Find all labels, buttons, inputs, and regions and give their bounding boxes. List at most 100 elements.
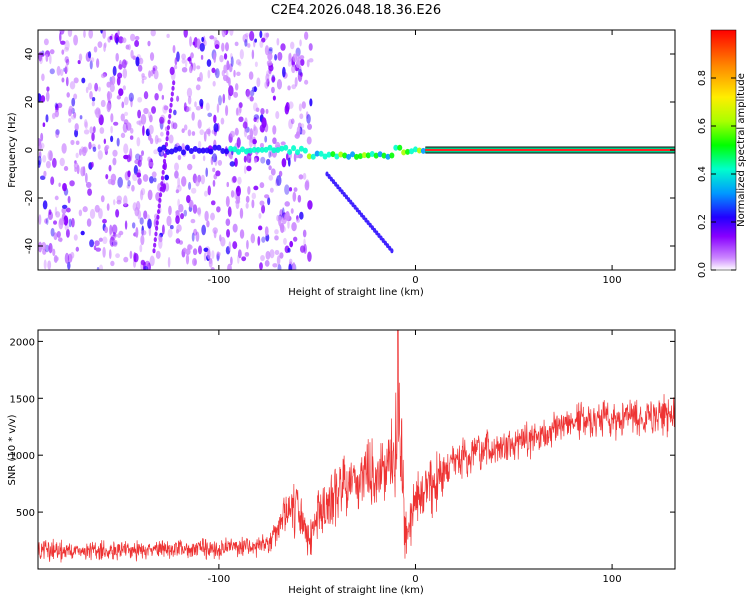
spectrogram-speckle bbox=[181, 143, 185, 151]
spectrogram-speckle bbox=[161, 94, 165, 100]
spectrogram-speckle bbox=[200, 174, 205, 185]
spectrogram-speckle bbox=[111, 224, 118, 235]
spectrogram-carrier-bead bbox=[361, 152, 367, 159]
spectrogram-speckle bbox=[264, 81, 269, 89]
spectrogram-speckle bbox=[192, 41, 196, 46]
spectrogram-speckle bbox=[45, 160, 51, 169]
spectrogram-speckle bbox=[245, 88, 251, 97]
spectrogram-carrier-bead bbox=[350, 151, 356, 158]
spectrogram-speckle bbox=[50, 176, 55, 186]
spectrogram-speckle bbox=[189, 199, 194, 208]
spectrogram-speckle bbox=[181, 128, 185, 134]
spectrogram-speckle bbox=[277, 264, 282, 270]
spectrogram-speckle bbox=[190, 52, 194, 59]
spectrogram-speckle bbox=[192, 248, 198, 256]
spectrogram-speckle bbox=[201, 36, 205, 42]
spectrogram-speckle bbox=[268, 174, 274, 181]
spectrogram-speckle bbox=[74, 166, 77, 172]
spectrogram-speckle bbox=[153, 149, 158, 155]
spectrogram-speckle bbox=[129, 250, 133, 259]
spectrogram-speckle bbox=[96, 58, 100, 69]
spectrogram-speckle bbox=[226, 181, 230, 188]
spectrogram-speckle bbox=[271, 76, 276, 83]
spectrogram-speckle bbox=[139, 189, 144, 201]
spectrogram-speckle bbox=[167, 256, 171, 268]
spectrogram-speckle bbox=[154, 92, 159, 101]
spectrogram-speckle bbox=[102, 236, 108, 245]
spectrogram-carrier-bead bbox=[397, 144, 403, 151]
spectrogram-speckle bbox=[191, 111, 195, 121]
colorbar-tick-label: 0.6 bbox=[697, 118, 708, 134]
spectrogram-speckle bbox=[116, 233, 122, 239]
spectrogram-speckle bbox=[228, 63, 233, 73]
spectrogram-speckle bbox=[160, 131, 164, 137]
spectrogram-speckle bbox=[158, 116, 165, 124]
snr-xlabel: Height of straight line (km) bbox=[288, 585, 424, 596]
spectrogram-speckle bbox=[109, 224, 113, 236]
spectrogram-speckle bbox=[216, 103, 220, 114]
spectrogram-carrier-bead bbox=[157, 146, 163, 153]
spectrogram-speckle bbox=[292, 191, 297, 202]
spectrogram-speckle bbox=[123, 96, 129, 106]
spectrogram-speckle bbox=[148, 70, 152, 79]
spectrogram-speckle bbox=[143, 266, 149, 270]
spectrogram-speckle bbox=[110, 135, 114, 143]
spectrogram-speckle bbox=[187, 57, 192, 62]
spectrogram-speckle bbox=[86, 218, 92, 227]
spectrogram-speckle bbox=[293, 236, 298, 242]
spectrogram-speckle bbox=[84, 121, 89, 130]
spectrogram-speckle bbox=[154, 134, 159, 145]
spectrogram-carrier-bead bbox=[373, 152, 379, 159]
spectrogram-speckle bbox=[129, 127, 134, 134]
spectrogram-speckle bbox=[268, 151, 272, 158]
spectrogram-speckle bbox=[157, 82, 163, 92]
spectrogram-marks bbox=[38, 30, 675, 270]
spectrogram-speckle bbox=[172, 122, 178, 130]
spectrogram-carrier-bead bbox=[291, 145, 297, 152]
spectrogram-speckle bbox=[120, 113, 125, 122]
spectrogram-speckle bbox=[73, 93, 78, 100]
spectrogram-panel: -100 0 100 -40 -20 0 20 40 Height of straight l… bbox=[7, 29, 676, 298]
spectrogram-speckle bbox=[92, 146, 97, 152]
spectrogram-speckle bbox=[142, 125, 145, 136]
spectrogram-speckle bbox=[64, 252, 70, 264]
spectrogram-speckle bbox=[42, 122, 46, 128]
spectrogram-speckle bbox=[124, 111, 129, 117]
spectrogram-speckle bbox=[211, 153, 218, 163]
spectrogram-speckle bbox=[284, 104, 290, 115]
spectrogram-speckle bbox=[155, 250, 161, 259]
spectrogram-speckle bbox=[116, 199, 122, 205]
spectrogram-carrier-bead bbox=[342, 152, 348, 159]
spectrogram-speckle bbox=[123, 195, 128, 207]
spectrogram-carrier-bead bbox=[275, 146, 281, 153]
spectrogram-speckle bbox=[85, 172, 88, 184]
colorbar-tick-label: 0.2 bbox=[697, 214, 708, 230]
spectrogram-speckle bbox=[173, 109, 177, 116]
spectrogram-speckle bbox=[282, 66, 286, 78]
spectrogram-speckle bbox=[46, 86, 50, 92]
spectrogram-speckle bbox=[192, 257, 198, 267]
spectrogram-speckle bbox=[91, 97, 96, 102]
spectrogram-speckle bbox=[213, 114, 217, 124]
spectrogram-speckle bbox=[264, 45, 270, 56]
spectrogram-speckle bbox=[149, 137, 154, 145]
spectrogram-speckle bbox=[206, 59, 212, 67]
spectrogram-speckle bbox=[259, 182, 265, 189]
spectrogram-speckle bbox=[239, 207, 244, 219]
spectrogram-speckle bbox=[56, 231, 61, 238]
spectrogram-speckle bbox=[63, 46, 69, 52]
spectrogram-carrier-bead bbox=[416, 147, 422, 154]
spectrogram-chirp-point bbox=[156, 214, 160, 220]
spectrogram-speckle bbox=[212, 179, 216, 187]
spectrogram-speckle bbox=[297, 68, 303, 76]
spectrogram-speckle bbox=[175, 215, 180, 224]
spectrogram-carrier-bead bbox=[393, 144, 399, 151]
spectrogram-speckle bbox=[126, 122, 132, 131]
spectrogram-carrier-bead bbox=[247, 147, 253, 154]
spectrogram-speckle bbox=[302, 229, 307, 238]
spectrogram-speckle bbox=[89, 60, 93, 70]
spectrogram-speckle bbox=[192, 62, 196, 71]
spectrogram-speckle bbox=[280, 141, 286, 146]
spectrogram-speckle bbox=[247, 43, 251, 48]
spectrogram-speckle bbox=[63, 165, 69, 171]
